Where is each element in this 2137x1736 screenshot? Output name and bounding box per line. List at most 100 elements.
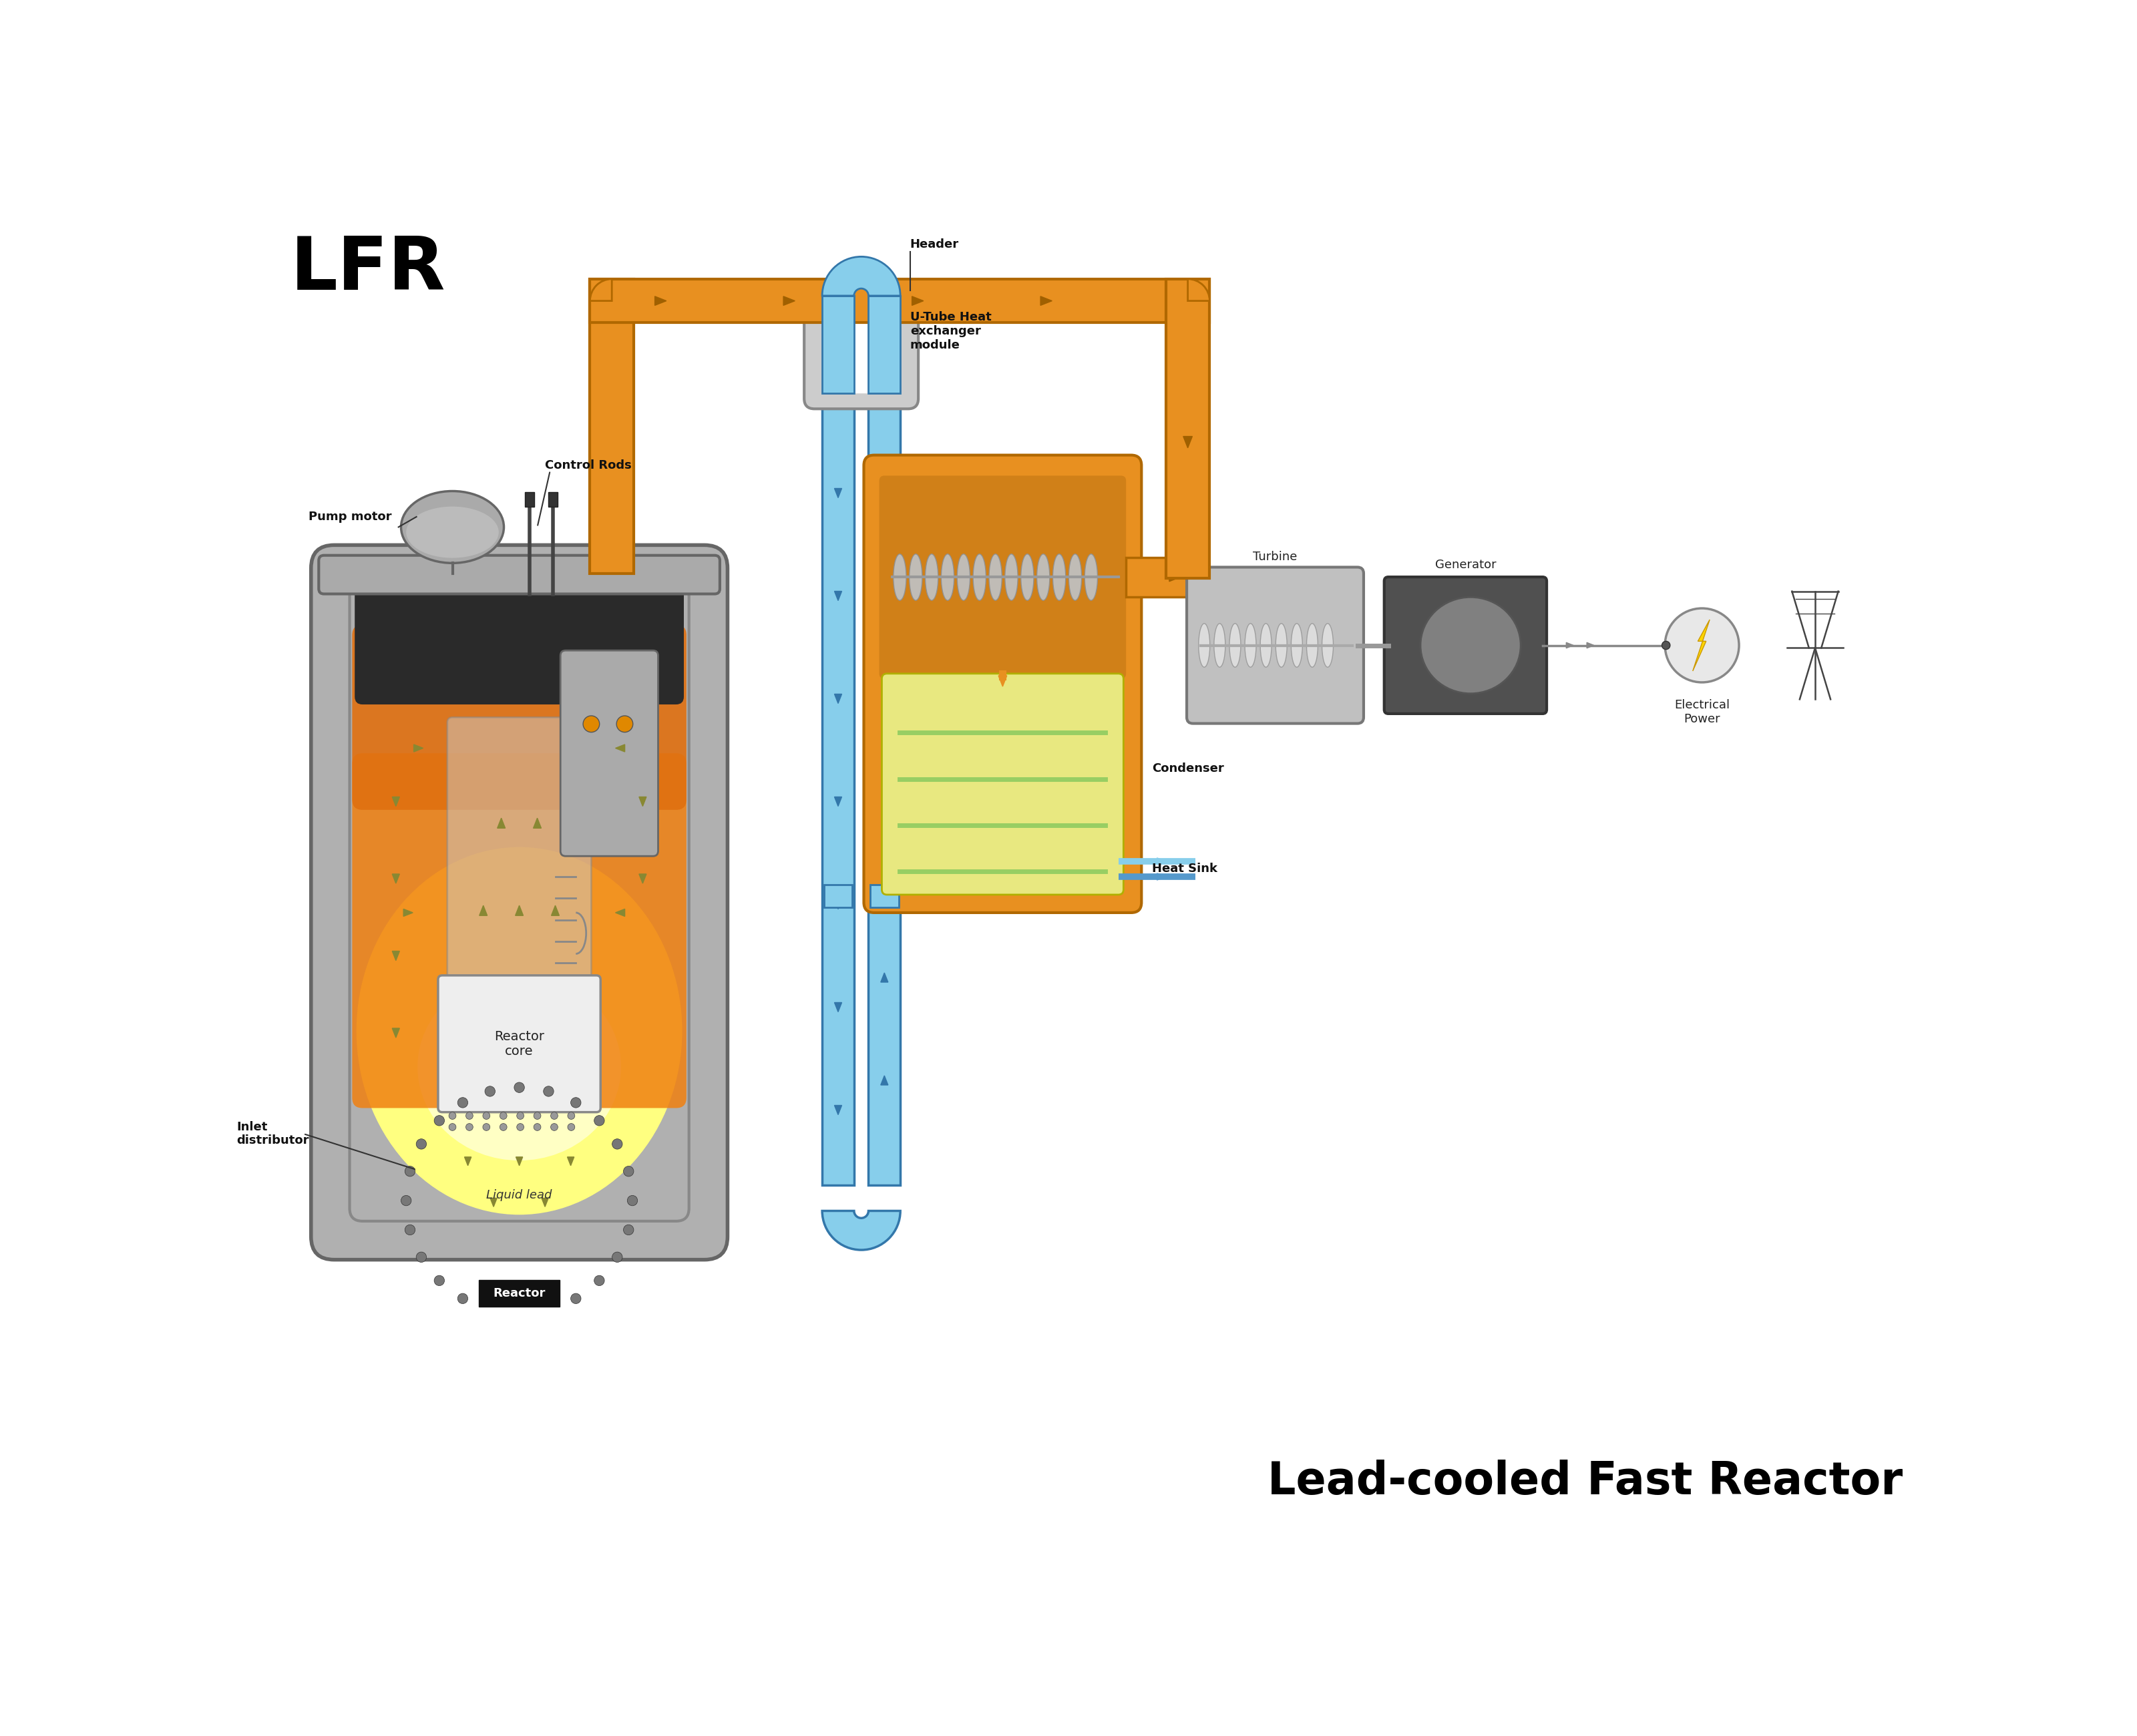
Text: Heat Sink: Heat Sink bbox=[1152, 863, 1218, 875]
Text: Inlet
distributor: Inlet distributor bbox=[237, 1121, 310, 1147]
Circle shape bbox=[434, 1276, 444, 1286]
Wedge shape bbox=[823, 1212, 900, 1250]
Polygon shape bbox=[639, 873, 645, 884]
Circle shape bbox=[594, 1276, 605, 1286]
Text: Electrical
Power: Electrical Power bbox=[1673, 700, 1729, 726]
Polygon shape bbox=[566, 1156, 575, 1165]
Ellipse shape bbox=[417, 974, 622, 1160]
Bar bbox=[823, 884, 853, 908]
FancyBboxPatch shape bbox=[447, 717, 592, 984]
Ellipse shape bbox=[989, 554, 1002, 601]
Polygon shape bbox=[534, 818, 541, 828]
Polygon shape bbox=[1566, 642, 1573, 648]
Circle shape bbox=[515, 1082, 524, 1092]
Circle shape bbox=[568, 1123, 575, 1130]
FancyBboxPatch shape bbox=[438, 976, 600, 1113]
Polygon shape bbox=[1156, 858, 1165, 865]
Polygon shape bbox=[880, 665, 889, 674]
Ellipse shape bbox=[957, 554, 970, 601]
Ellipse shape bbox=[1086, 554, 1098, 601]
Polygon shape bbox=[551, 906, 560, 915]
Polygon shape bbox=[880, 458, 889, 469]
Ellipse shape bbox=[1246, 623, 1257, 667]
Polygon shape bbox=[880, 870, 889, 880]
FancyBboxPatch shape bbox=[863, 455, 1141, 913]
Circle shape bbox=[594, 1116, 605, 1125]
Circle shape bbox=[500, 1113, 506, 1120]
Ellipse shape bbox=[406, 507, 498, 557]
FancyBboxPatch shape bbox=[353, 753, 686, 1108]
Ellipse shape bbox=[910, 554, 923, 601]
Polygon shape bbox=[833, 899, 842, 910]
Polygon shape bbox=[880, 561, 889, 571]
Circle shape bbox=[1665, 608, 1740, 682]
FancyBboxPatch shape bbox=[823, 316, 900, 394]
Bar bbox=[823, 389, 855, 1186]
Polygon shape bbox=[1156, 873, 1165, 880]
Ellipse shape bbox=[1229, 623, 1242, 667]
Bar bbox=[590, 279, 1210, 323]
Text: LFR: LFR bbox=[291, 234, 447, 306]
Ellipse shape bbox=[1054, 554, 1066, 601]
Text: Liquid lead: Liquid lead bbox=[487, 1189, 551, 1201]
Polygon shape bbox=[880, 767, 889, 776]
FancyBboxPatch shape bbox=[318, 556, 720, 594]
Circle shape bbox=[611, 1252, 622, 1262]
Polygon shape bbox=[479, 906, 487, 915]
FancyBboxPatch shape bbox=[353, 625, 686, 809]
Bar bbox=[868, 295, 900, 394]
Circle shape bbox=[500, 1123, 506, 1130]
Polygon shape bbox=[393, 873, 400, 884]
Polygon shape bbox=[1588, 642, 1594, 648]
Circle shape bbox=[624, 1224, 635, 1234]
Ellipse shape bbox=[1276, 623, 1286, 667]
Text: Reactor
core: Reactor core bbox=[494, 1029, 545, 1057]
Polygon shape bbox=[498, 818, 504, 828]
Polygon shape bbox=[1169, 573, 1180, 582]
Text: Lead-cooled Fast Reactor: Lead-cooled Fast Reactor bbox=[1267, 1460, 1902, 1503]
Polygon shape bbox=[639, 797, 645, 806]
Bar bbox=[823, 295, 855, 394]
FancyBboxPatch shape bbox=[560, 651, 658, 856]
Circle shape bbox=[457, 1097, 468, 1108]
Polygon shape bbox=[784, 297, 795, 306]
Circle shape bbox=[517, 1123, 524, 1130]
Polygon shape bbox=[515, 1156, 524, 1165]
FancyBboxPatch shape bbox=[804, 285, 919, 408]
Circle shape bbox=[404, 1224, 415, 1234]
Text: U-Tube Heat
exchanger
module: U-Tube Heat exchanger module bbox=[910, 311, 992, 351]
Polygon shape bbox=[393, 1028, 400, 1038]
Polygon shape bbox=[912, 297, 923, 306]
Polygon shape bbox=[654, 297, 667, 306]
Ellipse shape bbox=[925, 554, 938, 601]
Bar bbox=[1126, 557, 1192, 597]
Circle shape bbox=[457, 1293, 468, 1304]
Wedge shape bbox=[590, 279, 611, 300]
Circle shape bbox=[434, 1116, 444, 1125]
FancyBboxPatch shape bbox=[1186, 568, 1363, 724]
Ellipse shape bbox=[893, 554, 906, 601]
Circle shape bbox=[402, 1196, 410, 1207]
Circle shape bbox=[417, 1139, 427, 1149]
Wedge shape bbox=[1188, 279, 1210, 300]
Bar bbox=[547, 491, 558, 507]
Ellipse shape bbox=[1036, 554, 1049, 601]
Circle shape bbox=[1663, 641, 1671, 649]
Text: Condenser: Condenser bbox=[1152, 762, 1225, 774]
Polygon shape bbox=[415, 745, 423, 752]
Text: Header: Header bbox=[910, 238, 960, 250]
Circle shape bbox=[624, 1167, 635, 1177]
Polygon shape bbox=[833, 592, 842, 601]
Text: Reactor: Reactor bbox=[494, 1286, 545, 1299]
Polygon shape bbox=[515, 906, 524, 915]
Polygon shape bbox=[615, 910, 624, 917]
Circle shape bbox=[466, 1123, 472, 1130]
Polygon shape bbox=[880, 1076, 889, 1085]
Polygon shape bbox=[1041, 297, 1051, 306]
Circle shape bbox=[417, 1252, 427, 1262]
Polygon shape bbox=[393, 797, 400, 806]
FancyBboxPatch shape bbox=[883, 674, 1124, 894]
Ellipse shape bbox=[1306, 623, 1319, 667]
Ellipse shape bbox=[940, 554, 953, 601]
Polygon shape bbox=[880, 972, 889, 983]
